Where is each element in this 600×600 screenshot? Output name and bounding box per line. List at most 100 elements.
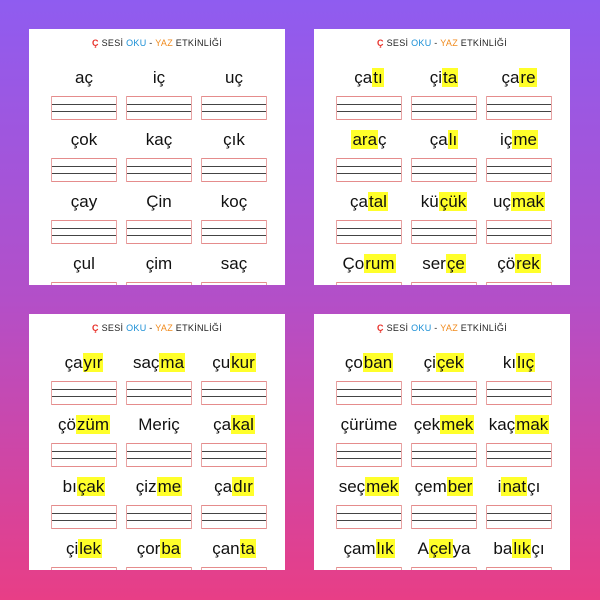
writing-lines[interactable] (486, 505, 552, 529)
writing-line (487, 466, 551, 467)
writing-lines[interactable] (126, 282, 192, 285)
writing-lines[interactable] (411, 443, 477, 467)
writing-lines[interactable] (51, 567, 117, 570)
word-part: iç (500, 130, 513, 149)
word-part: bı (62, 477, 77, 496)
word-cell: çık (201, 128, 267, 188)
word-text: çamlık (328, 537, 410, 561)
writing-lines[interactable] (411, 220, 477, 244)
writing-line (52, 443, 116, 444)
writing-lines[interactable] (51, 443, 117, 467)
writing-line (202, 458, 266, 459)
writing-line (487, 166, 551, 167)
writing-line (337, 220, 401, 221)
writing-lines[interactable] (126, 567, 192, 570)
writing-line (202, 381, 266, 382)
word-part: ya (452, 539, 471, 558)
writing-line (487, 396, 551, 397)
word-text: balıkçı (478, 537, 560, 561)
word-cell: çember (411, 475, 477, 535)
writing-lines[interactable] (201, 282, 267, 285)
writing-lines[interactable] (126, 158, 192, 182)
writing-lines[interactable] (486, 96, 552, 120)
writing-line (337, 389, 401, 390)
word-text: çita (403, 66, 485, 90)
writing-line (412, 220, 476, 221)
writing-line (337, 104, 401, 105)
writing-lines[interactable] (486, 220, 552, 244)
word-highlight: kal (231, 415, 255, 434)
writing-line (487, 505, 551, 506)
writing-line (337, 381, 401, 382)
word-cell: çürüme (336, 413, 402, 473)
writing-lines[interactable] (336, 96, 402, 120)
word-cell: çim (126, 252, 192, 285)
writing-line (412, 466, 476, 467)
writing-lines[interactable] (486, 443, 552, 467)
word-cell: çoban (336, 351, 402, 411)
word-cell: çörek (486, 252, 552, 285)
writing-lines[interactable] (126, 505, 192, 529)
writing-lines[interactable] (486, 381, 552, 405)
writing-lines[interactable] (51, 381, 117, 405)
word-text: çalı (403, 128, 485, 152)
writing-lines[interactable] (336, 282, 402, 285)
writing-lines[interactable] (201, 158, 267, 182)
writing-lines[interactable] (411, 381, 477, 405)
writing-lines[interactable] (126, 443, 192, 467)
word-cell: balıkçı (486, 537, 552, 570)
word-part: çu (212, 353, 231, 372)
writing-line (337, 181, 401, 182)
writing-line (337, 396, 401, 397)
writing-lines[interactable] (411, 282, 477, 285)
word-text: Çin (118, 190, 200, 214)
word-highlight: ma (159, 353, 186, 372)
writing-lines[interactable] (411, 505, 477, 529)
writing-lines[interactable] (411, 96, 477, 120)
word-text: çatı (328, 66, 410, 90)
writing-lines[interactable] (411, 567, 477, 570)
writing-lines[interactable] (126, 220, 192, 244)
writing-lines[interactable] (336, 158, 402, 182)
word-part: aç (75, 68, 93, 87)
writing-line (337, 158, 401, 159)
writing-lines[interactable] (51, 158, 117, 182)
word-highlight: nat (501, 477, 528, 496)
writing-lines[interactable] (336, 567, 402, 570)
writing-lines[interactable] (411, 158, 477, 182)
writing-lines[interactable] (51, 282, 117, 285)
writing-line (52, 282, 116, 283)
writing-lines[interactable] (201, 567, 267, 570)
writing-lines[interactable] (126, 381, 192, 405)
word-text: uç (193, 66, 275, 90)
word-text: serçe (403, 252, 485, 276)
writing-lines[interactable] (336, 443, 402, 467)
word-highlight: mek (440, 415, 475, 434)
writing-lines[interactable] (201, 443, 267, 467)
writing-line (412, 235, 476, 236)
writing-lines[interactable] (51, 220, 117, 244)
writing-line (127, 528, 191, 529)
word-cell: koç (201, 190, 267, 250)
writing-line (52, 173, 116, 174)
word-highlight: re (519, 68, 537, 87)
title-oku: OKU (126, 38, 147, 48)
writing-line (487, 111, 551, 112)
writing-lines[interactable] (336, 220, 402, 244)
writing-lines[interactable] (336, 381, 402, 405)
writing-lines[interactable] (486, 282, 552, 285)
writing-lines[interactable] (51, 96, 117, 120)
writing-lines[interactable] (486, 567, 552, 570)
writing-lines[interactable] (126, 96, 192, 120)
writing-lines[interactable] (486, 158, 552, 182)
writing-lines[interactable] (201, 381, 267, 405)
writing-line (487, 158, 551, 159)
word-text: çözüm (43, 413, 125, 437)
writing-lines[interactable] (201, 96, 267, 120)
writing-lines[interactable] (201, 505, 267, 529)
writing-line (412, 158, 476, 159)
writing-lines[interactable] (336, 505, 402, 529)
writing-lines[interactable] (51, 505, 117, 529)
writing-lines[interactable] (201, 220, 267, 244)
writing-line (487, 451, 551, 452)
